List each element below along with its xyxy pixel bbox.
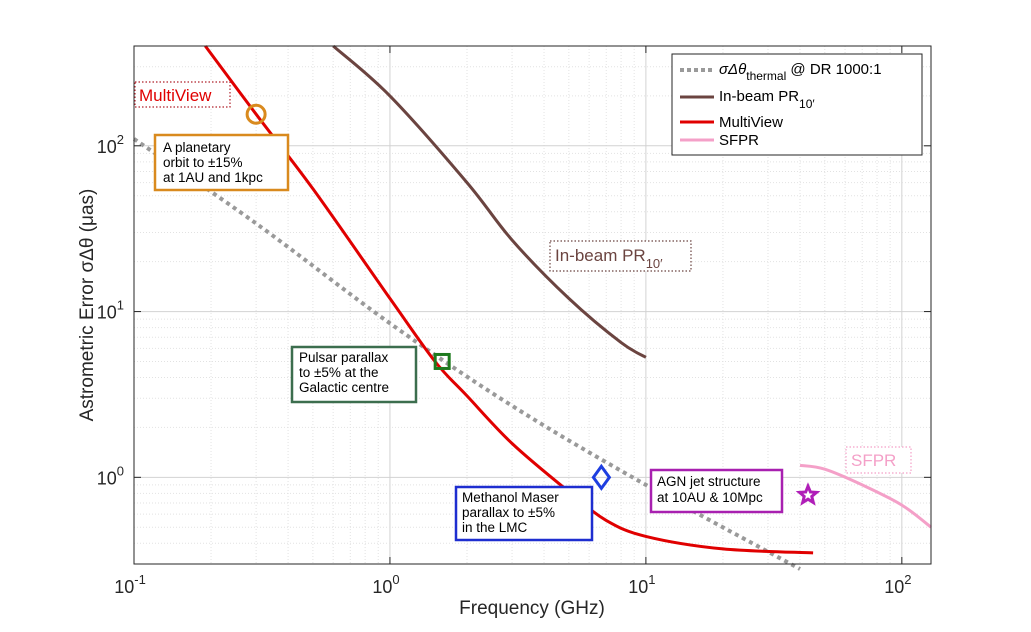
methanol-maser-line-1: Methanol Maser	[462, 490, 559, 505]
planetary-orbit-line-2: orbit to ±15%	[163, 155, 242, 170]
agn-jet-annotation: AGN jet structure at 10AU & 10Mpc	[649, 468, 784, 514]
tick-layer: 10-1 100 101 102 100 101 102	[97, 46, 931, 597]
planetary-orbit-line-3: at 1AU and 1kpc	[163, 170, 263, 185]
legend-entry-multiview: MultiView	[680, 114, 783, 131]
planetary-orbit-line-1: A planetary	[163, 140, 231, 155]
legend-suffix-thermal: @ DR 1000:1	[786, 61, 881, 78]
legend-label-sfpr: SFPR	[719, 132, 759, 149]
inbeam-tag-sub: 10′	[646, 256, 663, 271]
svg-text:In-beam PR10′: In-beam PR10′	[719, 88, 815, 111]
plot-frame	[133, 45, 932, 565]
y-axis-title: Astrometric Error σΔθ (μas)	[77, 189, 98, 422]
x-tick-label: 101	[628, 572, 655, 597]
legend-label-thermal: σΔθ	[719, 61, 746, 78]
methanol-maser-annotation: Methanol Maser parallax to ±5% in the LM…	[454, 485, 594, 542]
y-tick-label: 102	[97, 132, 124, 157]
sfpr-tag: SFPR	[845, 446, 912, 474]
legend-entry-sfpr: SFPR	[680, 132, 759, 149]
legend-entry-inbeam: In-beam PR10′	[680, 88, 815, 111]
pulsar-parallax-marker	[433, 352, 451, 370]
pulsar-parallax-line-3: Galactic centre	[299, 380, 389, 395]
legend-label-inbeam: In-beam PR	[719, 88, 799, 105]
legend: σΔθthermal @ DR 1000:1 In-beam PR10′ Mul…	[671, 53, 923, 156]
legend-box	[671, 53, 923, 156]
series-line-multiview	[204, 45, 814, 555]
sfpr-tag-text: SFPR	[851, 451, 896, 470]
x-tick-label: 100	[372, 572, 399, 597]
methanol-maser-line-3: in the LMC	[462, 520, 528, 535]
pulsar-parallax-annotation: Pulsar parallax to ±5% at the Galactic c…	[290, 345, 418, 404]
multiview-tag: MultiView	[134, 81, 231, 108]
planetary-orbit-marker	[245, 103, 267, 125]
agn-jet-line-1: AGN jet structure	[657, 474, 761, 489]
x-tick-label: 10-1	[114, 572, 146, 597]
agn-jet-line-2: at 10AU & 10Mpc	[657, 490, 763, 505]
agn-jet-marker	[795, 482, 821, 506]
series-line-in-beam-pr10	[332, 44, 647, 359]
planetary-orbit-annotation: A planetary orbit to ±15% at 1AU and 1kp…	[153, 133, 290, 192]
legend-sub-inbeam: 10′	[799, 97, 815, 111]
inbeam-tag: In-beam PR10′	[549, 240, 692, 272]
marker-layer	[245, 103, 821, 506]
legend-sub-thermal: thermal	[746, 69, 786, 83]
methanol-maser-marker	[591, 463, 612, 491]
multiview-tag-text: MultiView	[139, 86, 212, 105]
svg-text:σΔθthermal @ DR 1000:1: σΔθthermal @ DR 1000:1	[719, 61, 882, 83]
svg-text:In-beam PR10′: In-beam PR10′	[555, 246, 663, 271]
x-axis-title: Frequency (GHz)	[459, 598, 605, 619]
series-line-sfpr	[799, 463, 932, 529]
x-tick-label: 102	[884, 572, 911, 597]
pulsar-parallax-line-2: to ±5% at the	[299, 365, 378, 380]
legend-label-multiview: MultiView	[719, 114, 783, 131]
legend-entry-thermal: σΔθthermal @ DR 1000:1	[680, 61, 882, 83]
methanol-maser-line-2: parallax to ±5%	[462, 505, 555, 520]
inbeam-tag-text: In-beam PR	[555, 246, 646, 265]
pulsar-parallax-line-1: Pulsar parallax	[299, 350, 389, 365]
y-tick-label: 101	[97, 298, 124, 323]
y-tick-label: 100	[97, 463, 124, 488]
